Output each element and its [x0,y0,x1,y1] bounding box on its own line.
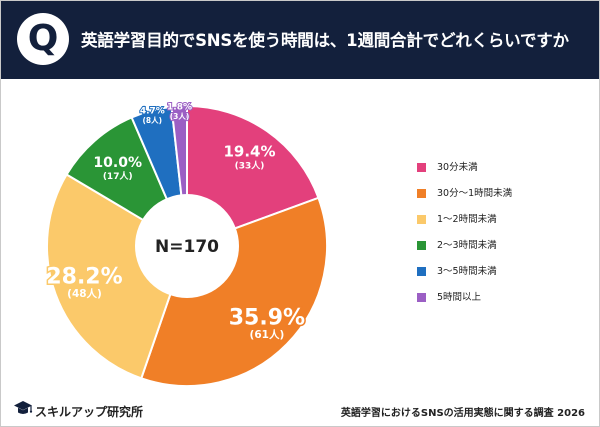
slice-count-label: (3人) [170,112,190,121]
legend-swatch [417,241,426,250]
slice-percent-label: 4.7% [140,107,165,117]
slice-percent-label: 28.2% [46,265,122,290]
slice-percent-label: 19.4% [223,143,275,161]
legend-label: 30分〜1時間未満 [437,188,513,199]
footer: スキルアップ研究所 英語学習におけるSNSの活用実態に関する調査 2026 [1,396,599,426]
pie-slice [140,196,328,388]
question-badge-letter: Q [27,18,59,59]
legend-swatch [417,293,426,302]
question-title: 英語学習目的でSNSを使う時間は、1週間合計でどれくらいですか [81,31,569,50]
slice-count-label: (17人) [103,170,133,182]
legend-swatch [417,163,426,172]
legend-label: 3〜5時間未満 [437,266,497,277]
graduation-cap-icon [14,401,33,414]
legend-label: 2〜3時間未満 [437,240,497,251]
question-header: Q 英語学習目的でSNSを使う時間は、1週間合計でどれくらいですか [1,1,599,79]
slice-count-label: (61人) [250,328,285,341]
brand-name: スキルアップ研究所 [35,405,144,419]
slice-count-label: (33人) [235,160,265,172]
slice-percent-label: 35.9% [229,306,305,331]
slice-percent-label: 10.0% [93,155,142,171]
slice-count-label: (8人) [143,116,163,125]
slice-labels: 19.4%(33人) 35.9%(61人) 28.2%(48人) 10.0%(17人)… [45,101,307,342]
legend-swatch [417,267,426,276]
slice-count-label: (48人) [67,287,102,300]
legend-swatch [417,215,426,224]
question-badge: Q [17,13,69,65]
survey-source: 英語学習におけるSNSの活用実態に関する調査 2026 [340,408,585,419]
legend-label: 30分未満 [437,162,478,173]
legend-label: 1〜2時間未満 [437,214,497,225]
legend-swatch [417,189,426,198]
sample-size-label: N=170 [155,237,219,257]
slice-percent-label: 1.8% [167,102,192,112]
donut-center [135,194,239,298]
legend-label: 5時間以上 [437,292,482,303]
pie-chart: N=170 19.4%(33人) 35.9%(61人) 28.2%(48人) 10.0… [45,101,328,388]
